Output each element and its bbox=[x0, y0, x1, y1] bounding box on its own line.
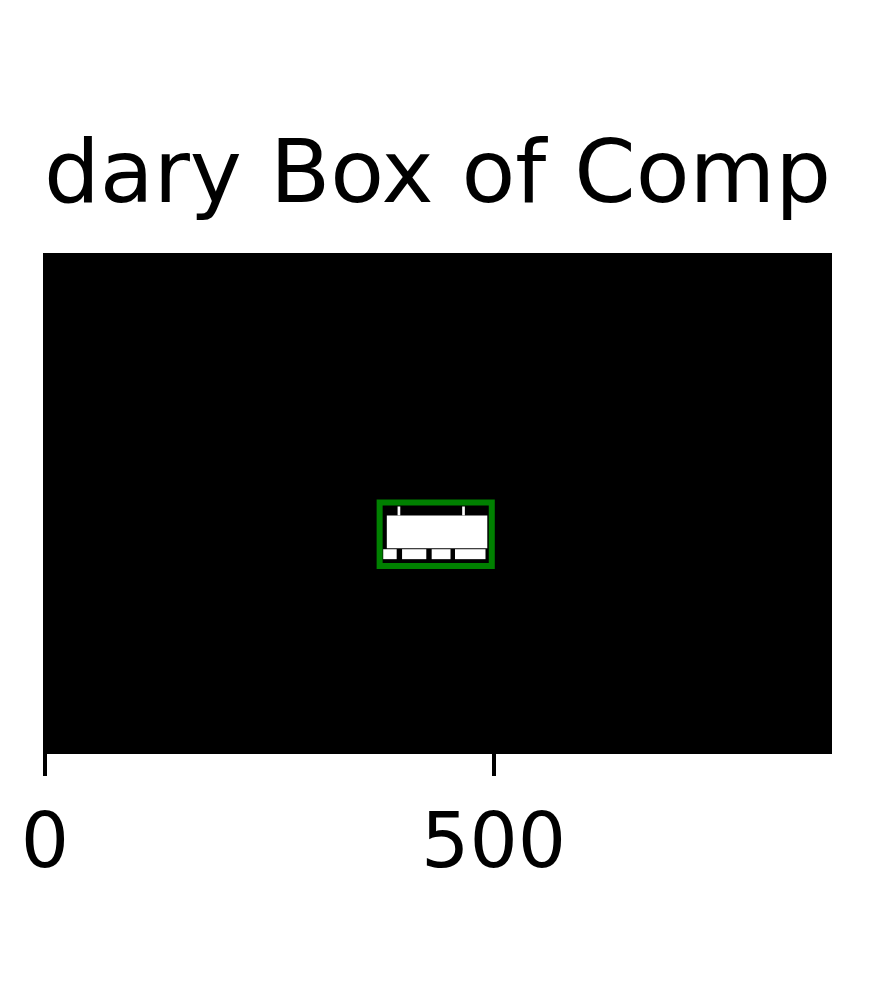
svg-text:dary Box of Comp: dary Box of Comp bbox=[44, 120, 831, 223]
svg-text:0: 0 bbox=[21, 796, 69, 885]
svg-text:500: 500 bbox=[421, 796, 566, 885]
